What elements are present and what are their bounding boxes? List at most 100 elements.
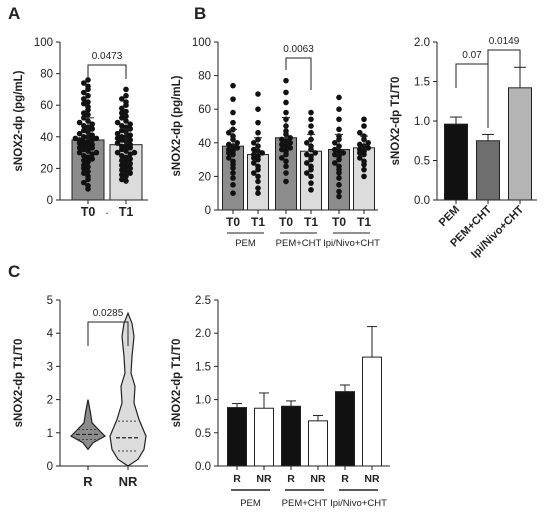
data-point bbox=[89, 156, 95, 162]
data-point bbox=[119, 134, 125, 140]
panel-label-a: A bbox=[8, 4, 21, 23]
bar bbox=[308, 420, 328, 467]
data-point bbox=[127, 151, 133, 157]
data-point bbox=[357, 141, 363, 148]
data-point bbox=[76, 145, 83, 151]
data-point bbox=[308, 109, 314, 116]
data-point bbox=[230, 190, 236, 196]
p-value-label: 0.0473 bbox=[92, 51, 123, 62]
data-point bbox=[119, 152, 125, 159]
data-point bbox=[85, 103, 91, 110]
data-point bbox=[361, 123, 367, 129]
y-tick-label: 80 bbox=[40, 69, 53, 81]
x-tick-label: NR bbox=[119, 474, 138, 489]
data-point bbox=[85, 148, 91, 154]
data-point bbox=[283, 77, 289, 84]
data-point bbox=[123, 143, 129, 150]
y-tick-label: 0 bbox=[205, 205, 211, 217]
y-tick-label: 2.0 bbox=[195, 328, 211, 340]
significance-bracket bbox=[87, 64, 127, 79]
bar bbox=[476, 140, 500, 201]
data-point bbox=[259, 150, 266, 156]
data-point bbox=[340, 150, 347, 156]
y-tick-label: 3 bbox=[47, 361, 53, 373]
significance-bracket bbox=[87, 321, 129, 346]
data-point bbox=[127, 121, 133, 127]
x-tick-label: T1 bbox=[119, 205, 134, 219]
data-point bbox=[76, 149, 83, 156]
data-point bbox=[357, 155, 363, 161]
y-tick-label: 0.5 bbox=[414, 156, 430, 168]
data-point bbox=[279, 155, 285, 161]
data-point bbox=[251, 146, 257, 153]
data-point bbox=[114, 119, 121, 126]
y-axis-label: sNOX2-dp T1/T0 bbox=[13, 339, 25, 428]
data-point bbox=[85, 154, 91, 161]
data-point bbox=[336, 126, 342, 133]
y-axis-label: sNOX2-dp (pg/mL) bbox=[171, 75, 183, 176]
data-point bbox=[308, 153, 314, 160]
bar bbox=[362, 356, 382, 467]
data-point bbox=[123, 113, 129, 120]
y-tick-label: 2.5 bbox=[195, 295, 211, 307]
data-point bbox=[365, 145, 372, 151]
data-point bbox=[283, 138, 289, 144]
y-tick-label: 0.5 bbox=[195, 428, 211, 440]
data-point bbox=[226, 155, 232, 161]
data-point bbox=[336, 94, 342, 101]
data-point bbox=[226, 141, 232, 148]
data-point bbox=[304, 160, 310, 166]
data-point bbox=[283, 163, 289, 170]
data-point bbox=[123, 154, 129, 161]
data-point bbox=[283, 89, 289, 96]
data-point bbox=[89, 126, 95, 132]
data-point bbox=[255, 153, 261, 160]
data-point bbox=[255, 91, 261, 97]
data-point bbox=[123, 178, 129, 184]
data-point bbox=[361, 173, 367, 180]
y-tick-label: 80 bbox=[198, 71, 211, 83]
x-tick-label: T0 bbox=[279, 215, 293, 229]
data-point bbox=[76, 137, 83, 143]
y-tick-label: 20 bbox=[40, 163, 53, 175]
data-point bbox=[234, 140, 240, 146]
data-point bbox=[123, 148, 129, 154]
x-tick-label: T1 bbox=[357, 215, 371, 229]
x-tick-label: NR bbox=[364, 473, 380, 485]
p-value-label: 0.0285 bbox=[93, 308, 124, 319]
data-point bbox=[123, 118, 129, 124]
data-point bbox=[89, 137, 95, 143]
data-point bbox=[119, 171, 125, 178]
data-point bbox=[76, 119, 83, 126]
data-point bbox=[81, 179, 87, 186]
data-point bbox=[119, 176, 125, 183]
group-label: PEM bbox=[235, 238, 256, 249]
data-point bbox=[81, 110, 87, 116]
data-point bbox=[119, 162, 125, 169]
data-point bbox=[255, 190, 261, 196]
data-point bbox=[72, 135, 79, 142]
data-point bbox=[85, 164, 91, 170]
data-point bbox=[85, 168, 91, 175]
data-point bbox=[361, 116, 367, 123]
data-point bbox=[226, 129, 232, 136]
data-point bbox=[131, 149, 138, 156]
data-point bbox=[119, 110, 125, 116]
data-point bbox=[283, 143, 289, 149]
data-point bbox=[279, 141, 285, 148]
data-point bbox=[119, 167, 125, 173]
group-label: PEM+CHT bbox=[276, 238, 322, 249]
data-point bbox=[308, 123, 314, 129]
y-axis-label: sNOX2-dp T1/T0 bbox=[390, 77, 402, 166]
data-point bbox=[361, 148, 367, 154]
data-point bbox=[308, 180, 314, 186]
data-point bbox=[127, 156, 133, 162]
y-tick-label: 1.5 bbox=[414, 77, 430, 89]
bar bbox=[508, 87, 532, 201]
data-point bbox=[81, 170, 87, 176]
data-point bbox=[279, 136, 285, 143]
data-point bbox=[123, 164, 129, 170]
data-point bbox=[332, 151, 338, 158]
data-point bbox=[332, 146, 338, 153]
